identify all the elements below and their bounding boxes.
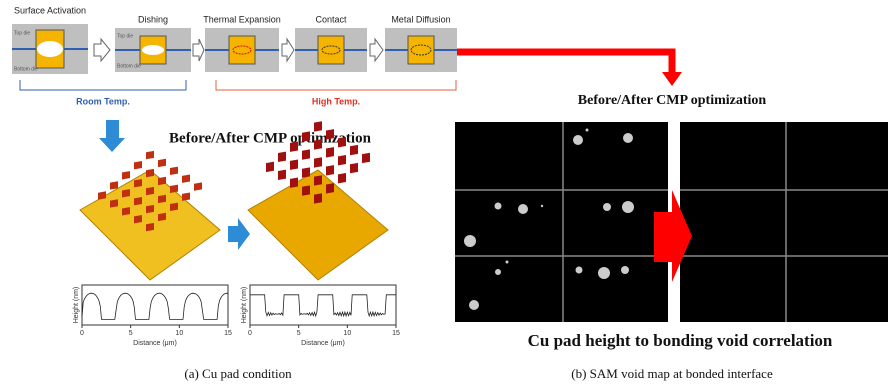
x-axis-label: Distance (μm) (133, 340, 177, 347)
pad-well (170, 167, 178, 175)
x-tick-label: 0 (80, 330, 84, 337)
pad-well (338, 155, 346, 165)
room-bracket (20, 80, 186, 90)
pad-well (338, 137, 346, 147)
pad-well (338, 173, 346, 183)
pad-well (314, 175, 322, 185)
y-axis-label: Height (nm) (73, 287, 80, 324)
step-label: Metal Diffusion (391, 14, 450, 24)
pad-well (170, 203, 178, 211)
heading: Before/After CMP optimization (578, 93, 767, 108)
step-label: Contact (315, 14, 347, 24)
void (37, 41, 63, 57)
step-label: Dishing (138, 14, 168, 24)
title: Cu pad height to bonding void correlatio… (528, 331, 833, 350)
room-temp: Room Temp. (76, 96, 130, 106)
pad-well (266, 162, 274, 172)
red-connector (457, 52, 672, 74)
pad-well (182, 192, 190, 200)
pad-well (314, 193, 322, 203)
sam-before (455, 122, 668, 322)
pad-well (134, 161, 142, 169)
step-label: Thermal Expansion (203, 14, 281, 24)
x-tick-label: 5 (129, 330, 133, 337)
pad-well (98, 191, 106, 199)
pad-well (122, 171, 130, 179)
pad-well (326, 165, 334, 175)
red-arrowhead (662, 72, 682, 86)
pad-well (146, 205, 154, 213)
x-tick-label: 5 (297, 330, 301, 337)
pad-well (290, 159, 298, 169)
right-arrow (228, 218, 250, 250)
die-label: Bottom die (117, 63, 141, 69)
pad-well (302, 149, 310, 159)
high-bracket (216, 80, 456, 90)
pad-well (302, 131, 310, 141)
plot-frame (250, 285, 396, 325)
pad-well (326, 129, 334, 139)
step-label: Surface Activation (14, 5, 86, 15)
pad-well (110, 199, 118, 207)
page: Surface Activation Dishing Thermal Expan… (0, 0, 888, 387)
pad-well (302, 185, 310, 195)
pad-well (350, 163, 358, 173)
pad-well (134, 215, 142, 223)
pad-3d-before (80, 151, 220, 280)
pad-well (362, 153, 370, 163)
x-tick-label: 0 (248, 330, 252, 337)
caption: (b) SAM void map at bonded interface (571, 366, 773, 381)
pad-well (314, 139, 322, 149)
pad-well (158, 159, 166, 167)
pad-well (350, 145, 358, 155)
pad-well (122, 189, 130, 197)
void (142, 45, 164, 55)
pad-well (122, 207, 130, 215)
die-label: Top die (14, 30, 30, 36)
down-arrow (99, 120, 125, 152)
pad-well (146, 187, 154, 195)
sam-after (680, 122, 888, 322)
pad-well (146, 151, 154, 159)
x-axis-label: Distance (μm) (301, 340, 345, 347)
x-tick-label: 10 (175, 330, 183, 337)
pad-well (146, 169, 154, 177)
die-label: Top die (117, 33, 133, 39)
pad-well (278, 170, 286, 180)
pad-well (134, 197, 142, 205)
pad-well (314, 157, 322, 167)
y-axis-label: Height (nm) (241, 287, 248, 324)
high-temp: High Temp. (312, 96, 360, 106)
pad-well (146, 223, 154, 231)
process-flow: Surface Activation Dishing Thermal Expan… (12, 5, 682, 106)
pad-well (326, 147, 334, 157)
pad-well (302, 167, 310, 177)
pad (408, 36, 434, 64)
pad-well (158, 195, 166, 203)
x-tick-label: 10 (343, 330, 351, 337)
die-label: Bottom die (14, 66, 38, 72)
pad-well (326, 183, 334, 193)
pad-well (278, 152, 286, 162)
pad-well (290, 177, 298, 187)
pad-well (158, 213, 166, 221)
x-tick-label: 15 (224, 330, 232, 337)
pad-well (158, 177, 166, 185)
pad-well (182, 174, 190, 182)
pad-well (314, 121, 322, 131)
pad-base (248, 170, 388, 280)
pad-well (170, 185, 178, 193)
caption: (a) Cu pad condition (184, 366, 292, 381)
pad-well (194, 182, 202, 190)
pad-well (110, 181, 118, 189)
figure: Surface Activation Dishing Thermal Expan… (0, 0, 888, 387)
pad-well (290, 141, 298, 151)
x-tick-label: 15 (392, 330, 400, 337)
pad-well (134, 179, 142, 187)
